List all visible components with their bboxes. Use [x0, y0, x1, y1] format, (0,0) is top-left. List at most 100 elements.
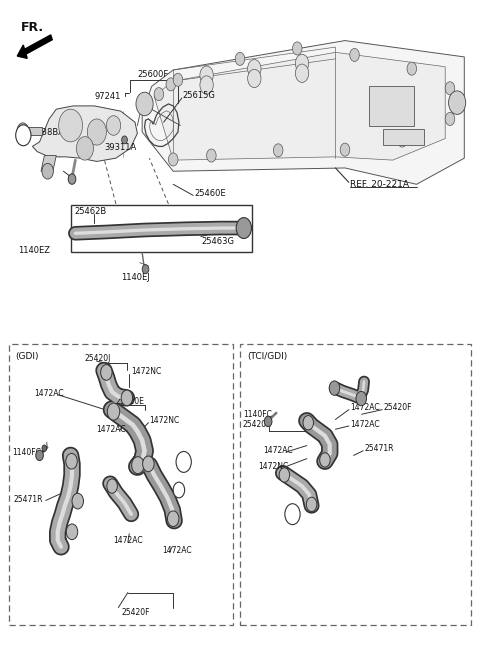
- Circle shape: [17, 123, 29, 138]
- Polygon shape: [142, 41, 464, 184]
- Text: 1472NC: 1472NC: [131, 367, 161, 377]
- Circle shape: [200, 66, 213, 85]
- Circle shape: [36, 450, 43, 461]
- Circle shape: [206, 149, 216, 162]
- Text: 1472AC: 1472AC: [34, 389, 63, 398]
- Circle shape: [248, 60, 261, 78]
- Circle shape: [168, 511, 179, 527]
- Circle shape: [168, 153, 178, 166]
- Circle shape: [121, 390, 132, 405]
- Circle shape: [132, 457, 144, 474]
- Circle shape: [68, 174, 76, 184]
- Text: 1472NC: 1472NC: [149, 417, 180, 425]
- Text: 25471R: 25471R: [364, 444, 394, 453]
- Circle shape: [200, 76, 213, 94]
- Text: 1472AC: 1472AC: [96, 424, 125, 434]
- Circle shape: [248, 70, 261, 88]
- Circle shape: [173, 73, 183, 87]
- Circle shape: [295, 64, 309, 83]
- Text: 1472AC: 1472AC: [163, 546, 192, 554]
- Text: 1472AC: 1472AC: [263, 445, 292, 455]
- Bar: [240, 344, 471, 625]
- Circle shape: [108, 403, 120, 420]
- Bar: [9, 344, 233, 625]
- Circle shape: [176, 451, 192, 472]
- Polygon shape: [41, 155, 56, 171]
- Circle shape: [340, 143, 350, 156]
- Text: A: A: [181, 459, 186, 465]
- Bar: [369, 87, 414, 125]
- Text: 1140EZ: 1140EZ: [18, 247, 50, 255]
- Circle shape: [445, 82, 455, 95]
- Text: 25471R: 25471R: [13, 495, 43, 504]
- Circle shape: [59, 109, 83, 142]
- Text: 1140FC: 1140FC: [12, 447, 41, 457]
- Circle shape: [42, 445, 47, 451]
- Circle shape: [142, 264, 149, 274]
- Circle shape: [329, 381, 340, 396]
- Text: (TCI/GDI): (TCI/GDI): [247, 352, 288, 361]
- Circle shape: [42, 163, 53, 179]
- Circle shape: [236, 218, 252, 239]
- Circle shape: [235, 52, 245, 66]
- Circle shape: [303, 415, 313, 430]
- Circle shape: [448, 91, 466, 114]
- Circle shape: [16, 125, 31, 146]
- Text: 1472NC: 1472NC: [258, 462, 288, 471]
- Circle shape: [143, 456, 154, 472]
- Circle shape: [107, 479, 117, 493]
- Circle shape: [407, 62, 417, 75]
- Text: 97241: 97241: [95, 92, 121, 100]
- Text: 25420E: 25420E: [116, 397, 144, 405]
- Circle shape: [350, 49, 360, 62]
- Bar: [71, 205, 252, 251]
- Text: 1472AC: 1472AC: [114, 536, 143, 544]
- Circle shape: [295, 54, 309, 73]
- Text: 25420J: 25420J: [85, 354, 111, 363]
- Text: 25600F: 25600F: [137, 70, 168, 79]
- FancyArrow shape: [17, 35, 52, 58]
- Circle shape: [264, 416, 272, 426]
- Text: 39311A: 39311A: [104, 142, 136, 152]
- Text: 25420E: 25420E: [243, 420, 272, 429]
- Text: (GDI): (GDI): [16, 352, 39, 361]
- Circle shape: [356, 392, 366, 405]
- Circle shape: [173, 482, 185, 498]
- Circle shape: [274, 144, 283, 157]
- Text: 1338BA: 1338BA: [31, 127, 64, 136]
- Circle shape: [279, 468, 289, 482]
- Circle shape: [121, 136, 127, 144]
- Text: 1472AC: 1472AC: [350, 403, 379, 412]
- Circle shape: [101, 365, 112, 380]
- Circle shape: [66, 524, 78, 540]
- Text: FR.: FR.: [21, 21, 44, 34]
- Text: 1472AC: 1472AC: [350, 420, 379, 429]
- Text: A: A: [21, 133, 26, 138]
- Circle shape: [72, 493, 84, 509]
- Polygon shape: [33, 106, 137, 161]
- Text: 1140EJ: 1140EJ: [121, 273, 150, 282]
- Text: 25462B: 25462B: [74, 207, 106, 216]
- Circle shape: [87, 119, 107, 145]
- Text: REF. 20-221A: REF. 20-221A: [350, 180, 409, 189]
- Circle shape: [285, 504, 300, 525]
- Circle shape: [154, 88, 164, 100]
- Text: 25420F: 25420F: [383, 403, 412, 412]
- Text: 1140FC: 1140FC: [243, 410, 272, 419]
- Circle shape: [445, 112, 455, 125]
- Text: 25615G: 25615G: [183, 91, 216, 100]
- Text: 25420F: 25420F: [122, 607, 150, 617]
- Text: 25463G: 25463G: [202, 237, 235, 245]
- Circle shape: [397, 134, 407, 147]
- Circle shape: [76, 136, 94, 160]
- Polygon shape: [154, 52, 445, 160]
- Text: A: A: [290, 511, 295, 517]
- Circle shape: [107, 115, 120, 135]
- Circle shape: [292, 42, 302, 55]
- Text: 25460E: 25460E: [195, 189, 226, 198]
- Bar: [383, 129, 424, 145]
- Circle shape: [66, 453, 77, 469]
- Circle shape: [136, 92, 153, 115]
- Circle shape: [306, 497, 317, 512]
- Polygon shape: [23, 127, 42, 134]
